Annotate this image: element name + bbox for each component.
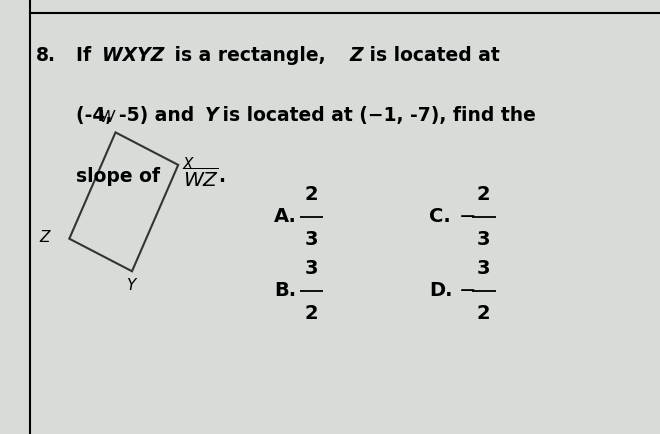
- Text: WXYZ: WXYZ: [102, 46, 165, 65]
- Text: 3: 3: [305, 259, 318, 278]
- Text: D.: D.: [429, 281, 453, 300]
- Text: 2: 2: [305, 185, 318, 204]
- Text: 2: 2: [477, 304, 490, 323]
- Text: is a rectangle,: is a rectangle,: [168, 46, 333, 65]
- Text: Z: Z: [350, 46, 364, 65]
- Text: $\overline{\mathit{WZ}}$: $\overline{\mathit{WZ}}$: [183, 167, 220, 191]
- Text: −: −: [459, 281, 477, 301]
- Text: is located at: is located at: [363, 46, 500, 65]
- Text: .: .: [218, 167, 225, 186]
- Text: If: If: [76, 46, 98, 65]
- Text: (-4, -5) and: (-4, -5) and: [76, 106, 201, 125]
- Text: is located at (−1, -7), find the: is located at (−1, -7), find the: [216, 106, 537, 125]
- Text: 2: 2: [477, 185, 490, 204]
- Text: slope of: slope of: [76, 167, 166, 186]
- Text: 3: 3: [305, 230, 318, 249]
- Text: 3: 3: [477, 230, 490, 249]
- Text: X: X: [183, 157, 193, 171]
- Text: −: −: [459, 207, 477, 227]
- Text: 2: 2: [305, 304, 318, 323]
- Text: 3: 3: [477, 259, 490, 278]
- Text: 8.: 8.: [36, 46, 56, 65]
- Text: W: W: [100, 110, 114, 125]
- Text: Y: Y: [205, 106, 218, 125]
- Text: A.: A.: [274, 207, 297, 227]
- Text: C.: C.: [429, 207, 451, 227]
- Text: B.: B.: [274, 281, 296, 300]
- Text: Z: Z: [40, 230, 50, 245]
- Text: Y: Y: [126, 278, 135, 293]
